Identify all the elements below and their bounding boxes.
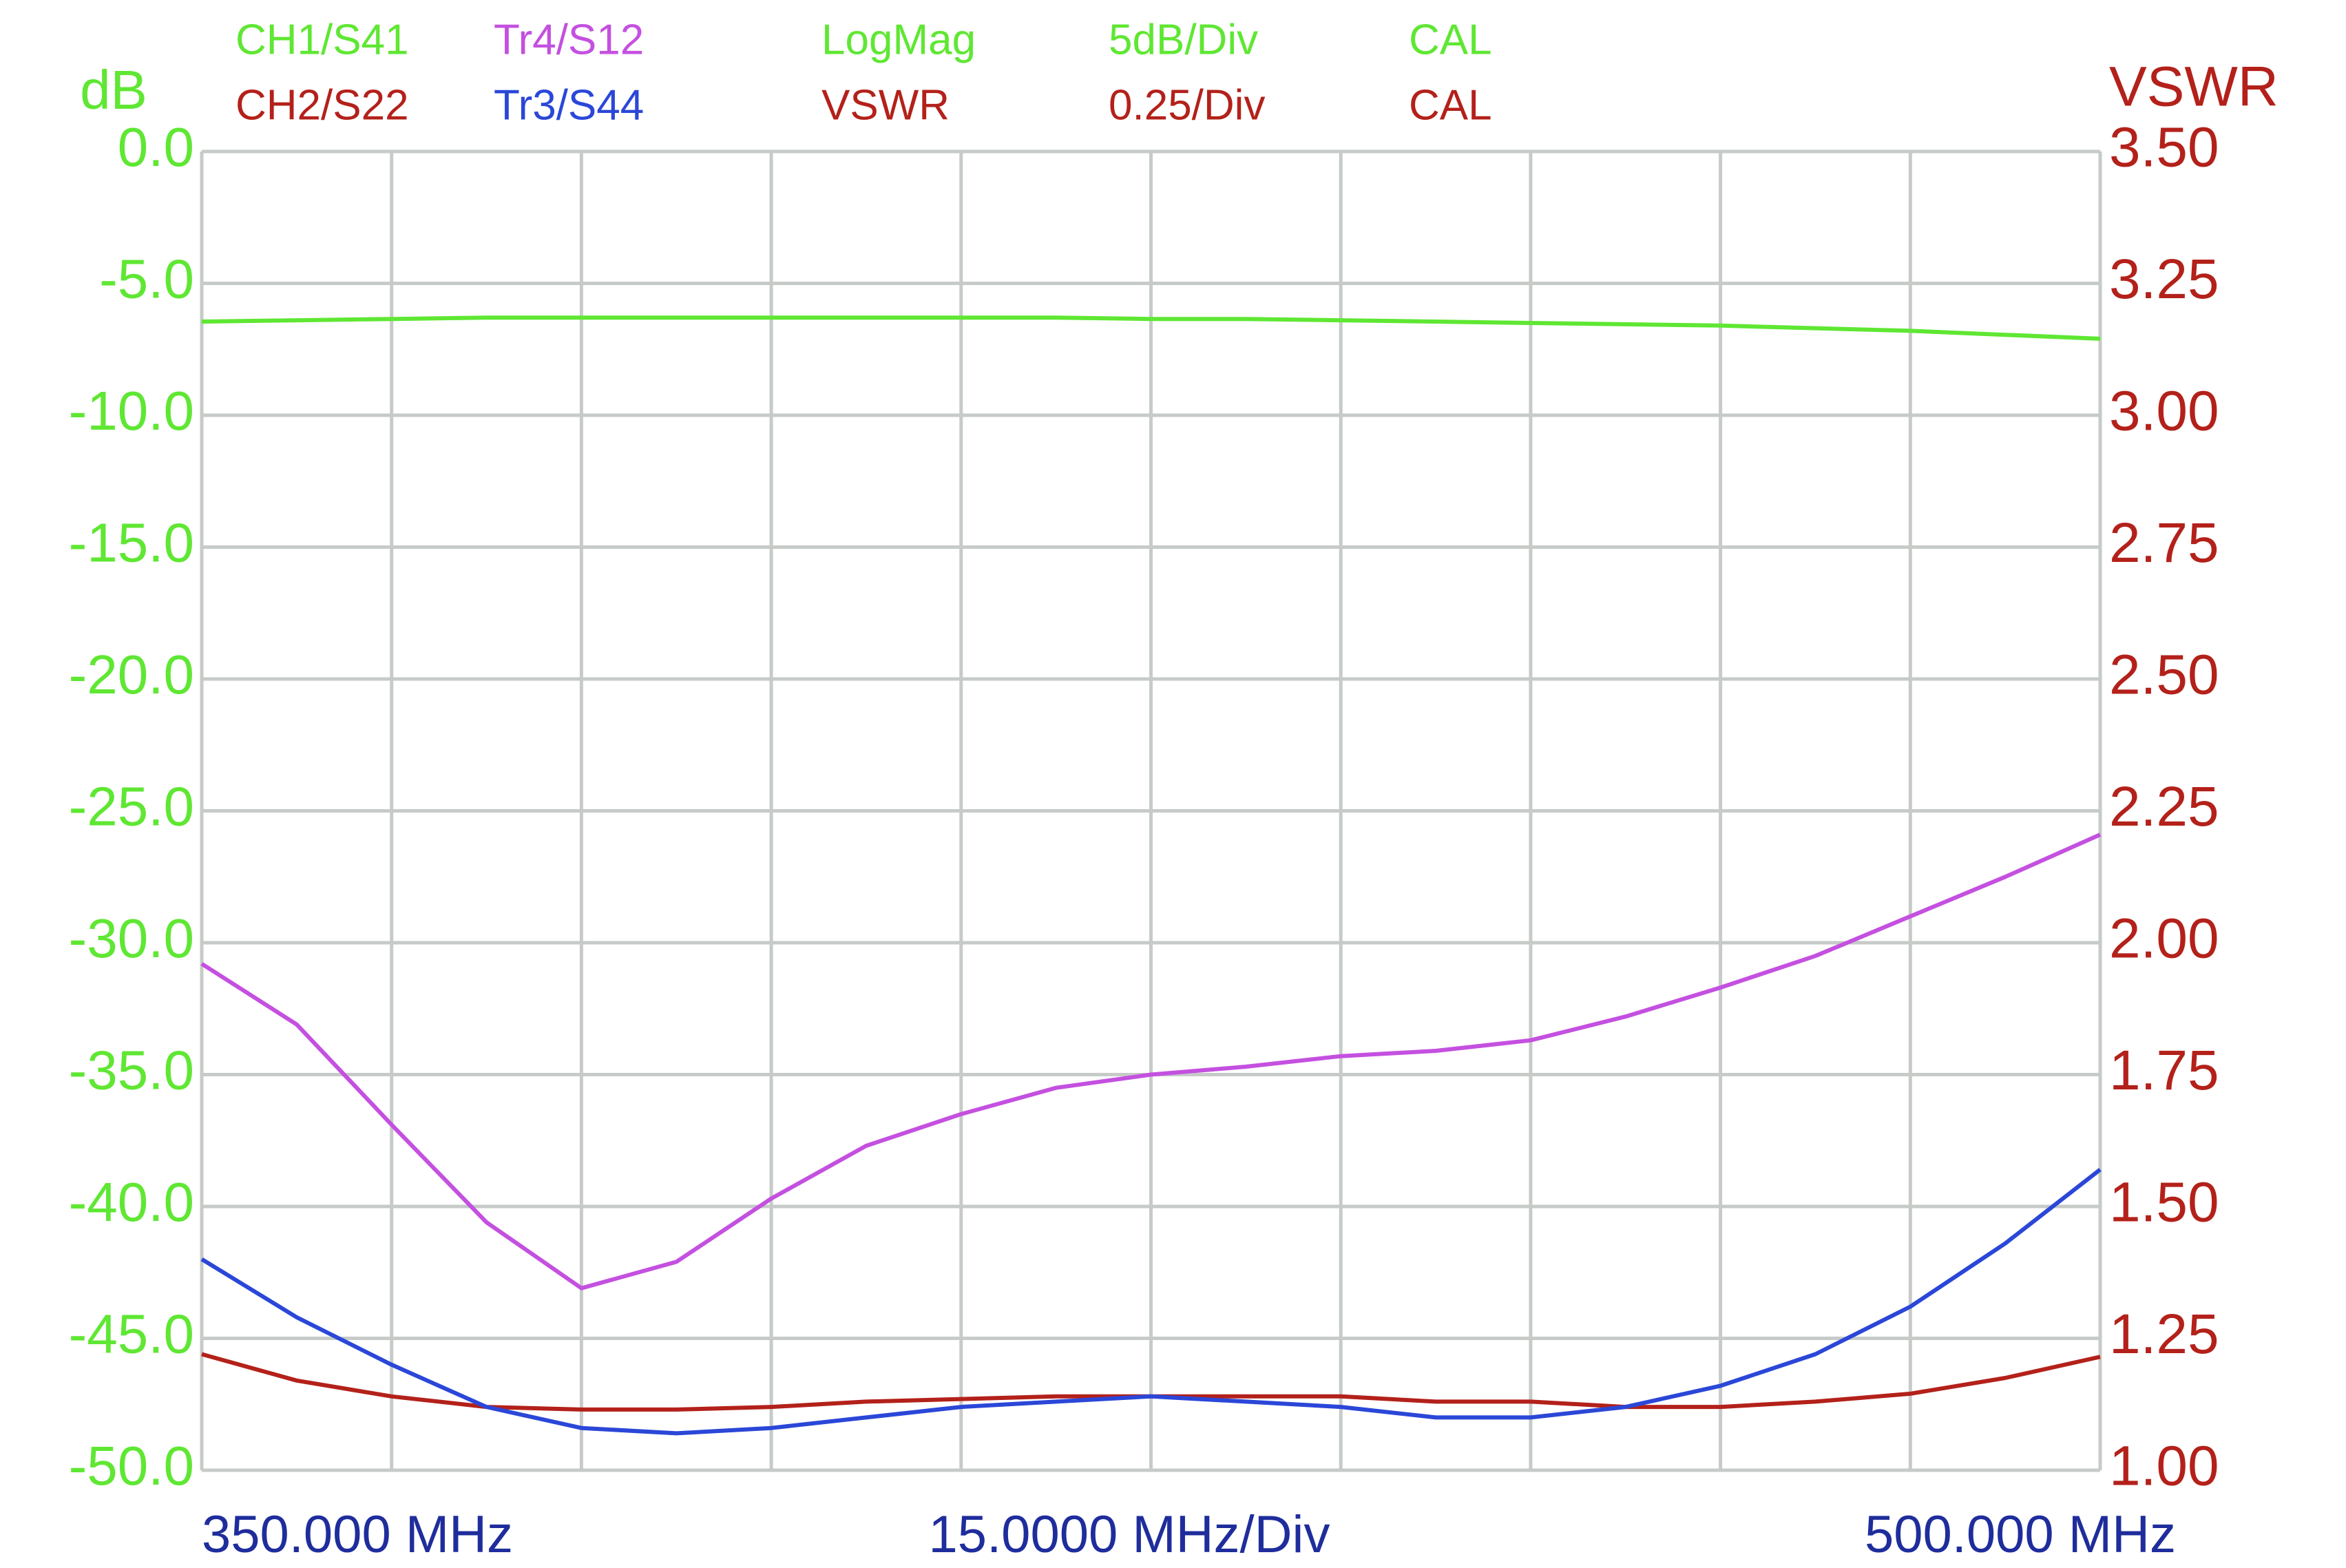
y2-tick-label: 1.25 (2109, 1303, 2219, 1366)
y2-tick-label: 3.50 (2109, 116, 2219, 179)
x-center-label: 15.0000 MHz/Div (929, 1505, 1330, 1564)
trace-line (201, 315, 2101, 341)
x-stop-label: 500.000 MHz (1865, 1505, 2176, 1564)
y-tick-label: -25.0 (69, 776, 194, 837)
y2-tick-label: 2.50 (2109, 644, 2219, 707)
legend-entry: CH1/S41 (235, 16, 409, 63)
legend-entry: CH2/S22 (235, 81, 409, 129)
trace-line (200, 1168, 2102, 1436)
header-item: VSWR (821, 81, 950, 129)
header-item: 5dB/Div (1109, 16, 1258, 63)
header-item: CAL (1409, 81, 1492, 129)
y-tick-label: 0.0 (118, 116, 194, 178)
y2-tick-label: 3.25 (2109, 248, 2219, 311)
y-tick-label: -20.0 (69, 644, 194, 705)
legend-entry: Tr3/S44 (494, 81, 644, 129)
trace-line (200, 833, 2102, 1290)
y2-tick-label: 1.00 (2109, 1435, 2219, 1498)
y2-tick-label: 1.75 (2109, 1039, 2219, 1102)
header-item: 0.25/Div (1109, 81, 1265, 129)
y-tick-label: -30.0 (69, 908, 194, 969)
y2-tick-label: 2.75 (2109, 512, 2219, 574)
y-tick-label: -5.0 (99, 249, 194, 310)
x-start-label: 350.000 MHz (202, 1505, 513, 1564)
y-tick-label: -45.0 (69, 1304, 194, 1365)
y-tick-label: -50.0 (69, 1435, 194, 1496)
legend-entry: Tr4/S12 (494, 16, 644, 63)
y2-axis-label: VSWR (2109, 56, 2279, 118)
y2-tick-label: 2.00 (2109, 908, 2219, 970)
y-tick-label: -10.0 (69, 380, 194, 441)
y2-tick-label: 3.00 (2109, 380, 2219, 443)
y2-tick-label: 2.25 (2109, 775, 2219, 838)
header-item: LogMag (821, 16, 976, 63)
header-item: CAL (1409, 16, 1492, 63)
y-tick-label: -35.0 (69, 1040, 194, 1101)
y-tick-label: -40.0 (69, 1171, 194, 1233)
y2-tick-label: 1.50 (2109, 1171, 2219, 1234)
y-axis-label: dB (80, 59, 147, 121)
y-tick-label: -15.0 (69, 512, 194, 574)
